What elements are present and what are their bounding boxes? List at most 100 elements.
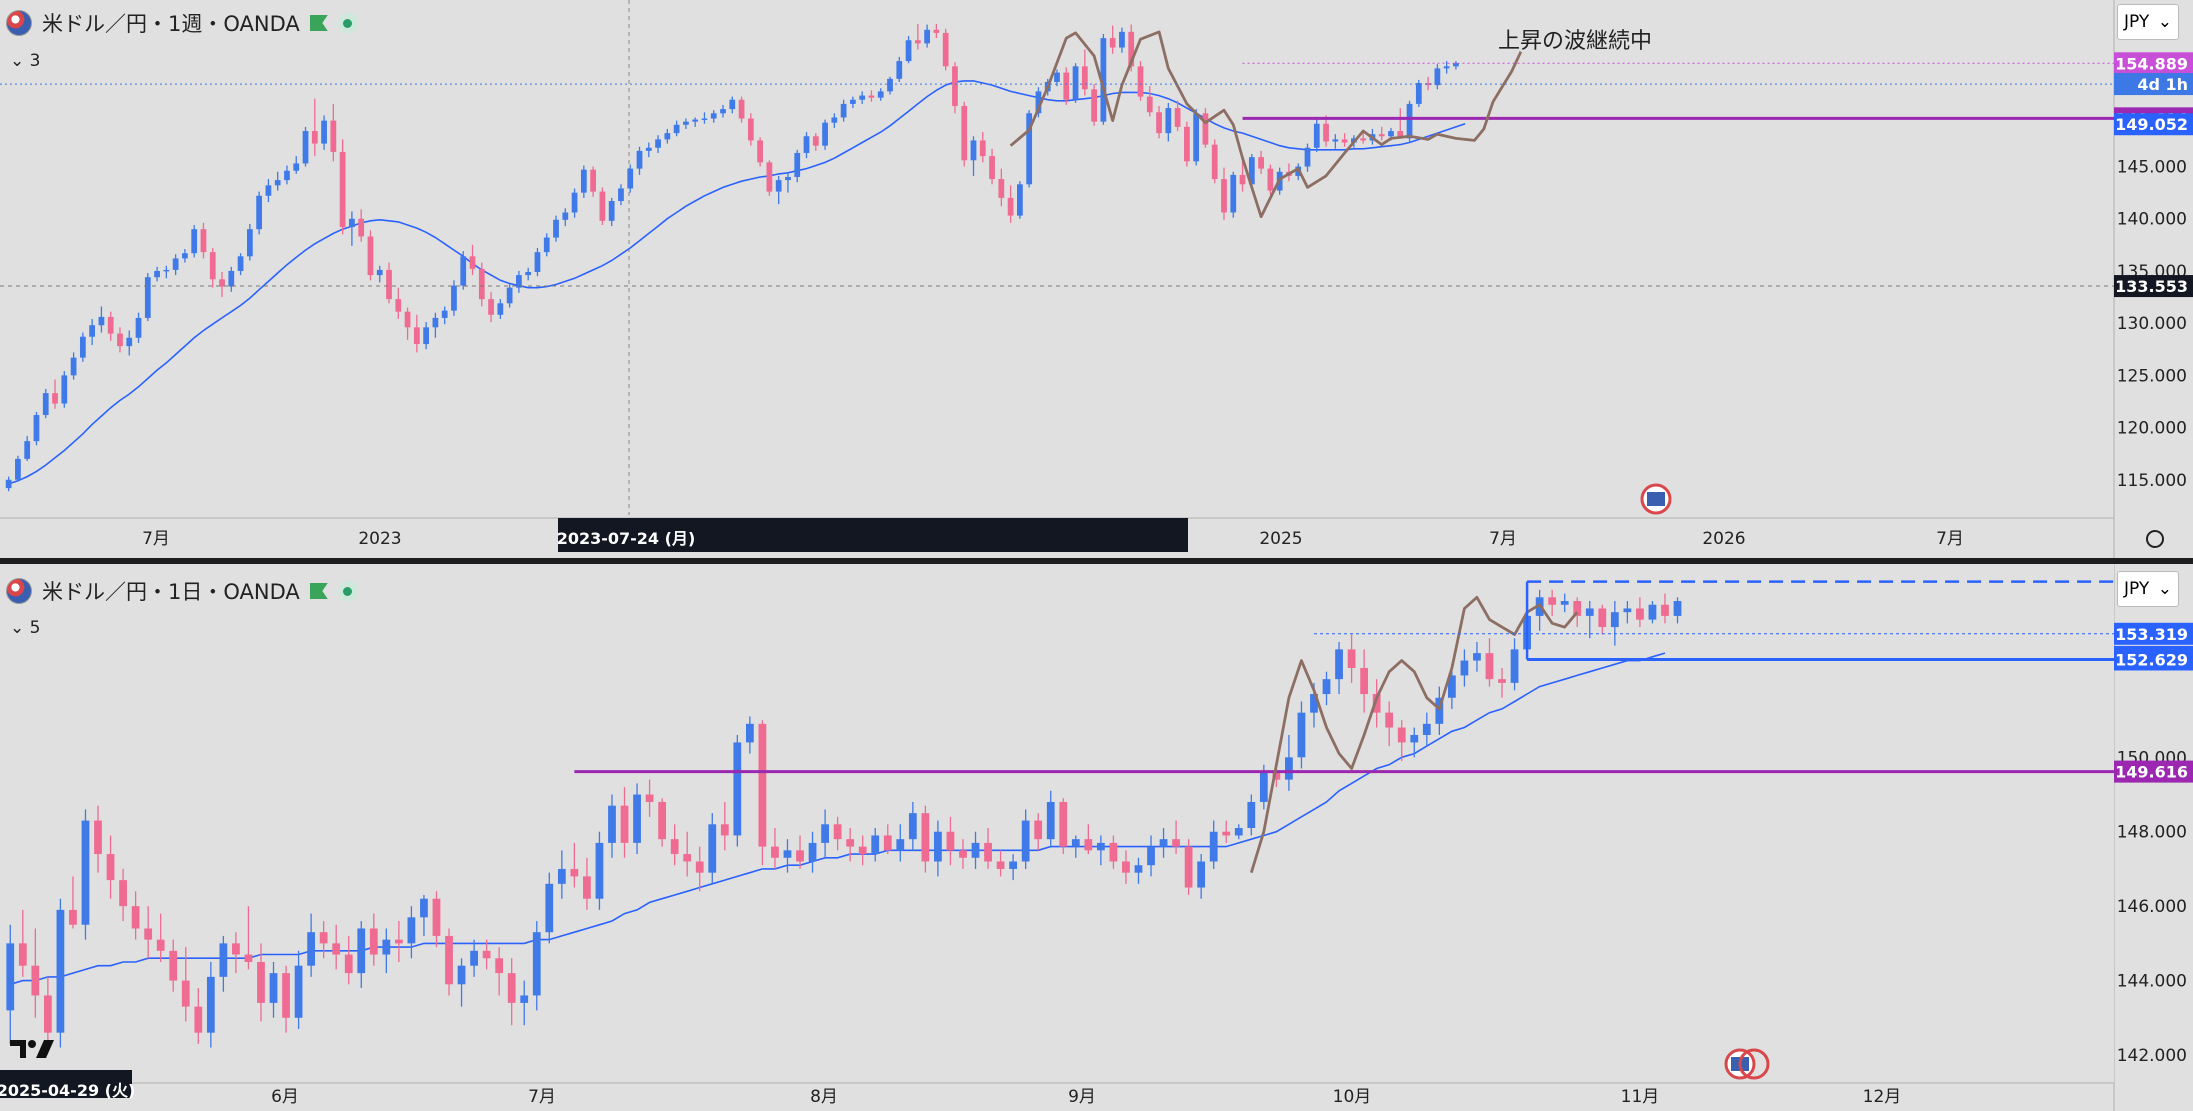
candle-body bbox=[821, 824, 829, 843]
candle-body bbox=[833, 824, 842, 840]
market-flag-icon[interactable] bbox=[309, 15, 328, 31]
x-tick-label: 11月 bbox=[1621, 1087, 1660, 1107]
candle-body bbox=[357, 928, 366, 974]
candle-body bbox=[758, 723, 767, 847]
candle-body bbox=[877, 91, 884, 98]
weekly-currency-select[interactable]: JPY ⌄ bbox=[2117, 4, 2179, 40]
candle-body bbox=[850, 99, 856, 104]
candle-body bbox=[1137, 66, 1144, 97]
daily-indicators-toggle[interactable]: ⌄ 5 bbox=[10, 618, 41, 638]
candle-body bbox=[106, 854, 115, 881]
candle-body bbox=[1100, 38, 1107, 122]
candle-body bbox=[921, 813, 930, 862]
weekly-indicator-count: 3 bbox=[29, 51, 41, 71]
y-tick-label: 115.000 bbox=[2117, 471, 2187, 491]
daily-symbol-header[interactable]: 米ドル／円・1日・OANDA bbox=[6, 576, 358, 606]
candle-body bbox=[488, 299, 494, 315]
y-tick-label: 140.000 bbox=[2117, 210, 2187, 230]
market-flag-icon[interactable] bbox=[309, 583, 328, 599]
candle-body bbox=[1007, 197, 1014, 216]
candle-body bbox=[745, 723, 754, 743]
candle-body bbox=[658, 801, 667, 840]
price-tag bbox=[2114, 52, 2193, 75]
candle-body bbox=[302, 131, 309, 164]
price-tag bbox=[2114, 73, 2193, 96]
candle-body bbox=[1332, 139, 1339, 142]
candle-body bbox=[191, 229, 198, 254]
candle-body bbox=[1109, 842, 1118, 862]
candle-body bbox=[1239, 174, 1246, 185]
candle-body bbox=[311, 131, 318, 144]
candle-body bbox=[413, 327, 420, 345]
candle-body bbox=[307, 932, 316, 966]
candle-body bbox=[228, 270, 235, 287]
candle-body bbox=[1247, 801, 1256, 829]
candle-body bbox=[344, 954, 353, 974]
candle-body bbox=[386, 269, 392, 300]
candle-body bbox=[959, 850, 967, 858]
candle-body bbox=[1285, 757, 1293, 780]
candle-body bbox=[451, 285, 457, 311]
candle-body bbox=[673, 124, 680, 134]
us-flag-icon bbox=[1647, 492, 1665, 506]
candle-body bbox=[775, 180, 782, 192]
y-tick-label: 145.000 bbox=[2117, 158, 2187, 178]
candle-body bbox=[1648, 604, 1657, 620]
candle-body bbox=[1096, 842, 1105, 851]
candle-body bbox=[163, 269, 170, 272]
candle-body bbox=[683, 854, 692, 862]
weekly-indicators-toggle[interactable]: ⌄ 3 bbox=[10, 51, 41, 71]
candle-body bbox=[846, 839, 855, 847]
candle-body bbox=[571, 192, 578, 213]
y-tick-label: 125.000 bbox=[2117, 366, 2187, 386]
y-tick-label: 146.000 bbox=[2117, 897, 2187, 917]
candle-body bbox=[1009, 861, 1018, 869]
candle-body bbox=[376, 269, 383, 276]
candle-body bbox=[52, 393, 58, 404]
candle-body bbox=[570, 868, 579, 877]
candle-body bbox=[81, 820, 90, 925]
candle-body bbox=[989, 156, 995, 180]
candle-body bbox=[1159, 839, 1168, 847]
daily-currency-select[interactable]: JPY ⌄ bbox=[2117, 571, 2179, 607]
candle-body bbox=[868, 95, 875, 98]
candle-body bbox=[349, 218, 355, 228]
candle-body bbox=[708, 824, 717, 873]
y-tick-label: 142.000 bbox=[2117, 1046, 2187, 1066]
candle-body bbox=[783, 850, 792, 858]
candle-body bbox=[1397, 727, 1406, 743]
candle-body bbox=[942, 32, 949, 67]
candle-body bbox=[274, 180, 281, 186]
candle-body bbox=[31, 965, 40, 996]
daily-title: 米ドル／円・1日・OANDA bbox=[42, 580, 300, 604]
candle-body bbox=[69, 909, 77, 925]
candle-body bbox=[883, 835, 892, 851]
candle-body bbox=[107, 316, 114, 334]
candle-body bbox=[506, 287, 513, 304]
candle-body bbox=[284, 170, 290, 181]
candle-body bbox=[553, 219, 559, 238]
weekly-symbol-header[interactable]: 米ドル／円・1週・OANDA bbox=[6, 8, 358, 38]
candle-body bbox=[887, 78, 893, 92]
market-status-icon[interactable] bbox=[337, 581, 358, 601]
candle-body bbox=[608, 805, 616, 843]
candle-body bbox=[1415, 83, 1422, 104]
daily-pane[interactable] bbox=[0, 564, 2114, 1083]
candle-body bbox=[1193, 113, 1200, 162]
candle-body bbox=[645, 794, 654, 802]
candle-body bbox=[796, 850, 804, 862]
candle-body bbox=[532, 932, 541, 996]
candle-body bbox=[432, 317, 439, 328]
weekly-title: 米ドル／円・1週・OANDA bbox=[42, 12, 300, 36]
settings-gear-icon bbox=[2146, 530, 2164, 548]
weekly-pane[interactable] bbox=[0, 0, 2114, 518]
candle-body bbox=[460, 256, 467, 286]
x-tick-label: 12月 bbox=[1863, 1087, 1902, 1107]
candle-body bbox=[497, 303, 504, 315]
candle-body bbox=[1035, 91, 1042, 114]
tradingview-logo-icon[interactable] bbox=[8, 1036, 56, 1062]
market-status-icon[interactable] bbox=[337, 13, 358, 33]
price-tag bbox=[2114, 760, 2193, 783]
x-tick-label: 7月 bbox=[142, 529, 170, 549]
candle-body bbox=[545, 883, 554, 933]
